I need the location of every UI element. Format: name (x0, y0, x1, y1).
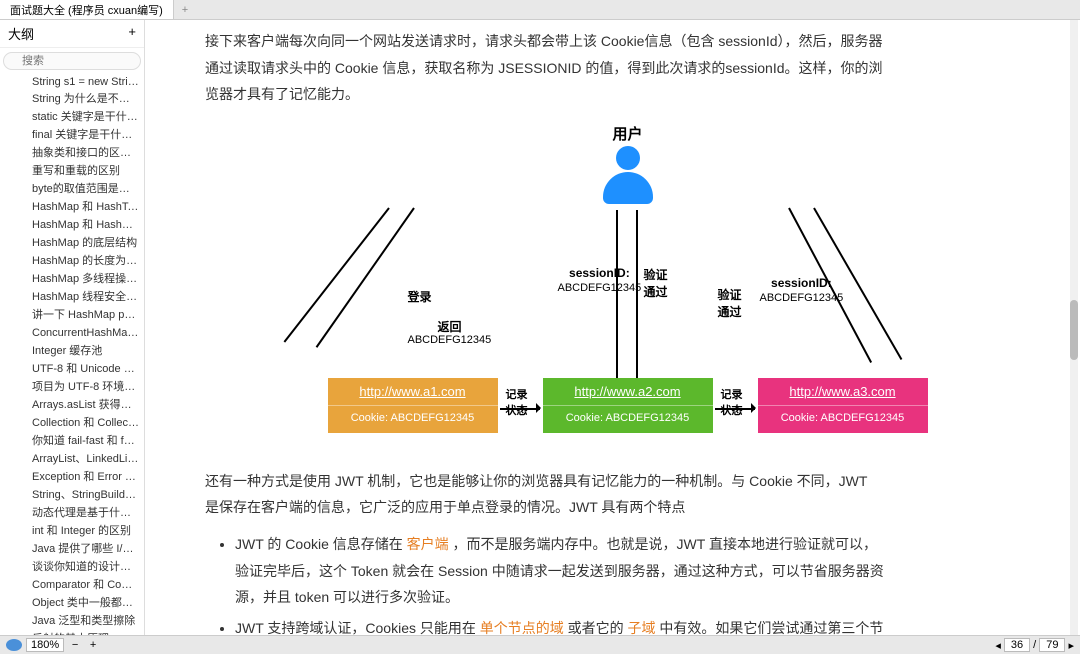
tree-item[interactable]: Exception 和 Error 有什... (0, 467, 144, 485)
zoom-in-button[interactable]: + (86, 639, 100, 651)
server-url: http://www.a1.com (328, 378, 498, 405)
tree-item[interactable]: 动态代理是基于什么原理 (0, 503, 144, 521)
list-item: JWT 的 Cookie 信息存储在 客户端 ，而不是服务端内存中。也就是说，J… (235, 531, 885, 611)
list-item: JWT 支持跨域认证，Cookies 只能用在 单个节点的域 或者它的 子域 中… (235, 615, 885, 635)
tree-item[interactable]: ConcurrentHashMap 底... (0, 323, 144, 341)
search-input[interactable] (3, 52, 141, 70)
zoom-level[interactable]: 180% (26, 638, 64, 652)
tree-item[interactable]: 你知道 fail-fast 和 fail-s... (0, 431, 144, 449)
server-cookie: Cookie: ABCDEFG12345 (543, 405, 713, 430)
tree-item[interactable]: HashMap 和 HashTable... (0, 197, 144, 215)
tree-item[interactable]: byte的取值范围是多少... (0, 179, 144, 197)
tree-item[interactable]: HashMap 的长度为什么... (0, 251, 144, 269)
label-return: 返回 (438, 318, 462, 335)
tree-item[interactable]: String 为什么是不可变... (0, 89, 144, 107)
tab-title: 面试题大全 (程序员 cxuan编写) (10, 2, 163, 18)
tree-item[interactable]: Arrays.asList 获得的 Lis... (0, 395, 144, 413)
server-url: http://www.a3.com (758, 378, 928, 405)
page-prev-button[interactable]: ◂ (995, 639, 1001, 652)
tab-bar: 面试题大全 (程序员 cxuan编写) + (0, 0, 1080, 20)
scrollbar[interactable] (1070, 20, 1078, 635)
tree-item[interactable]: HashMap 多线程操作导... (0, 269, 144, 287)
tree-item[interactable]: Comparator 和 Compar... (0, 575, 144, 593)
tree-item[interactable]: 反射的基本原理，反射... (0, 629, 144, 635)
tree-item[interactable]: UTF-8 和 Unicode 的关系 (0, 359, 144, 377)
sidebar: 大纲 + String s1 = new String("...String 为… (0, 20, 145, 635)
view-icon[interactable] (6, 639, 22, 651)
outline-tree[interactable]: String s1 = new String("...String 为什么是不可… (0, 73, 144, 635)
label-record1: 记录 状态 (506, 386, 528, 418)
page-sep: / (1033, 639, 1036, 651)
zoom-out-button[interactable]: − (68, 639, 82, 651)
bullet-list: JWT 的 Cookie 信息存储在 客户端 ，而不是服务端内存中。也就是说，J… (235, 531, 885, 635)
page-total: 79 (1039, 638, 1065, 652)
page-current[interactable]: 36 (1004, 638, 1030, 652)
label-login: 登录 (408, 288, 432, 305)
add-tab-button[interactable]: + (174, 4, 196, 16)
tree-item[interactable]: int 和 Integer 的区别 (0, 521, 144, 539)
tree-item[interactable]: Collection 和 Collection... (0, 413, 144, 431)
tree-item[interactable]: HashMap 线程安全的实... (0, 287, 144, 305)
tree-item[interactable]: 项目为 UTF-8 环境，ch... (0, 377, 144, 395)
server-url: http://www.a2.com (543, 378, 713, 405)
tree-item[interactable]: Java 提供了哪些 I/O 方式 (0, 539, 144, 557)
server-box-3: http://www.a3.com Cookie: ABCDEFG12345 (758, 378, 928, 433)
label-record2: 记录 状态 (721, 386, 743, 418)
tree-item[interactable]: Integer 缓存池 (0, 341, 144, 359)
label-sid2: sessionID:ABCDEFG12345 (760, 276, 844, 304)
tree-item[interactable]: String、StringBuilder 和... (0, 485, 144, 503)
tree-item[interactable]: ArrayList、LinkedList... (0, 449, 144, 467)
user-label: 用户 (612, 123, 642, 144)
tree-item[interactable]: 重写和重载的区别 (0, 161, 144, 179)
document-tab[interactable]: 面试题大全 (程序员 cxuan编写) (0, 0, 174, 19)
user-icon (603, 146, 653, 206)
search-container (0, 48, 144, 73)
server-box-1: http://www.a1.com Cookie: ABCDEFG12345 (328, 378, 498, 433)
label-return-val: ABCDEFG12345 (408, 334, 492, 346)
tree-item[interactable]: final 关键字是干什么用... (0, 125, 144, 143)
label-verify2: 验证 通过 (718, 286, 742, 320)
content-area[interactable]: 接下来客户端每次向同一个网站发送请求时，请求头都会带上该 Cookie信息（包含… (145, 20, 1080, 635)
scroll-thumb[interactable] (1070, 300, 1078, 360)
label-sid1: sessionID:ABCDEFG12345 (558, 266, 642, 294)
tree-item[interactable]: 谈谈你知道的设计模式 (0, 557, 144, 575)
page-next-button[interactable]: ▸ (1068, 639, 1074, 652)
tree-item[interactable]: 抽象类和接口的区别是... (0, 143, 144, 161)
tree-item[interactable]: static 关键字是干什么... (0, 107, 144, 125)
tree-item[interactable]: Java 泛型和类型擦除 (0, 611, 144, 629)
tree-item[interactable]: String s1 = new String("... (0, 75, 144, 89)
label-verify1: 验证 通过 (644, 266, 668, 300)
session-diagram: 用户 登录 返回 ABCDEFG12345 sessionID:ABCDEFG1… (318, 118, 938, 458)
server-box-2: http://www.a2.com Cookie: ABCDEFG12345 (543, 378, 713, 433)
sidebar-add-button[interactable]: + (128, 24, 136, 43)
paragraph: 还有一种方式是使用 JWT 机制，它也是能够让你的浏览器具有记忆能力的一种机制。… (205, 468, 885, 521)
paragraph: 接下来客户端每次向同一个网站发送请求时，请求头都会带上该 Cookie信息（包含… (205, 28, 885, 108)
server-cookie: Cookie: ABCDEFG12345 (758, 405, 928, 430)
tree-item[interactable]: HashMap 和 HashSet... (0, 215, 144, 233)
tree-item[interactable]: HashMap 的底层结构 (0, 233, 144, 251)
status-bar: 180% − + ◂ 36 / 79 ▸ (0, 635, 1080, 654)
tree-item[interactable]: Object 类中一般都有哪... (0, 593, 144, 611)
tree-item[interactable]: 讲一下 HashMap put 的... (0, 305, 144, 323)
sidebar-title: 大纲 (8, 24, 34, 43)
server-cookie: Cookie: ABCDEFG12345 (328, 405, 498, 430)
